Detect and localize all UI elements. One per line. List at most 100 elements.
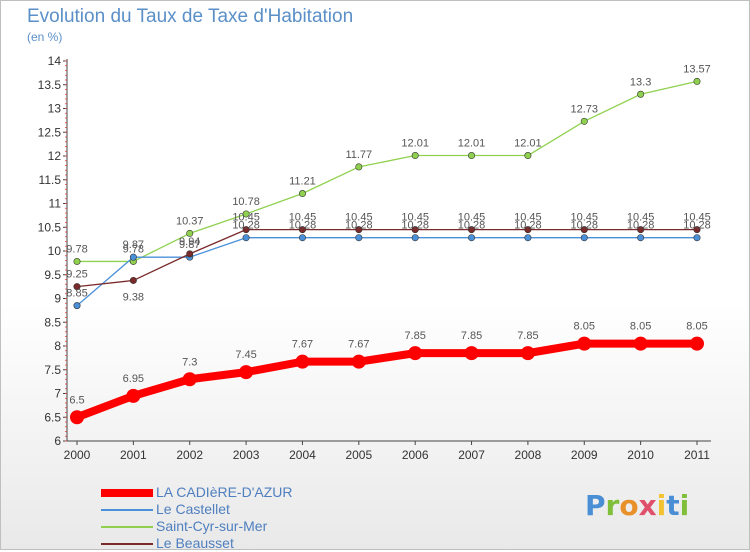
data-label: 10.78	[232, 196, 260, 208]
data-point	[355, 234, 363, 242]
data-label: 8.05	[686, 321, 707, 333]
data-point	[73, 257, 81, 265]
x-tick-label: 2003	[233, 448, 260, 462]
data-label: 12.01	[514, 138, 542, 150]
y-tick-label: 7.5	[44, 363, 61, 377]
data-label: 11.21	[289, 176, 316, 188]
data-point	[182, 372, 197, 387]
data-point	[408, 346, 423, 361]
chart-title: Evolution du Taux de Taxe d'Habitation	[27, 6, 354, 27]
data-label: 13.3	[630, 76, 651, 88]
data-point	[298, 190, 306, 198]
logo-letter: i	[679, 489, 690, 522]
logo-letter: o	[619, 489, 639, 522]
data-point	[295, 354, 310, 369]
x-tick-label: 2011	[684, 448, 710, 462]
data-point	[637, 234, 645, 242]
data-label: 10.28	[232, 220, 260, 232]
y-tick-label: 12	[48, 149, 62, 163]
logo-letter: x	[638, 489, 657, 522]
data-label: 10.28	[571, 220, 599, 232]
data-label: 10.45	[514, 212, 542, 224]
legend-label: LA CADIèRE-D'AZUR	[156, 484, 293, 500]
data-point	[411, 152, 419, 160]
y-tick-label: 11.5	[39, 173, 62, 187]
y-tick-label: 8	[54, 339, 61, 353]
data-point	[355, 226, 363, 234]
x-tick-label: 2002	[176, 448, 203, 462]
line-chart: 6 6.5 7 7.5 8 8.5 9 9.5 10 10.5 11 11.5 12 12.5 13 13.5…	[38, 54, 711, 462]
legend-swatch	[101, 489, 153, 497]
data-point	[693, 77, 701, 85]
data-label: 7.85	[461, 330, 482, 342]
data-label: 10.45	[401, 212, 429, 224]
data-point	[355, 163, 363, 171]
legend-swatch	[101, 526, 153, 528]
data-point	[637, 90, 645, 98]
data-label: 6.95	[123, 373, 144, 385]
data-label: 12.01	[458, 138, 486, 150]
y-tick-label: 12.5	[38, 125, 62, 139]
data-point	[73, 283, 81, 291]
data-point	[298, 226, 306, 234]
legend-label: Saint-Cyr-sur-Mer	[156, 518, 268, 534]
data-label: 10.45	[232, 212, 260, 224]
data-label: 10.28	[683, 220, 711, 232]
y-tick-label: 13.5	[38, 78, 62, 92]
data-label: 7.67	[348, 339, 369, 351]
data-label: 10.45	[571, 212, 599, 224]
data-label: 10.45	[289, 212, 317, 224]
data-label: 8.05	[630, 321, 651, 333]
data-point	[298, 234, 306, 242]
logo-letter: P	[585, 489, 606, 522]
data-label: 10.28	[401, 220, 429, 232]
y-tick-label: 6	[54, 434, 61, 448]
data-label: 11.77	[345, 149, 372, 161]
data-label: 9.78	[66, 243, 87, 255]
data-point	[524, 234, 532, 242]
data-point	[239, 365, 254, 380]
x-tick-label: 2000	[64, 448, 91, 462]
x-tick-label: 2001	[120, 448, 147, 462]
data-point	[580, 226, 588, 234]
data-label: 6.5	[69, 394, 84, 406]
data-label: 10.28	[627, 220, 655, 232]
data-label: 9.87	[123, 239, 144, 251]
series-line	[76, 80, 698, 263]
data-label: 12.01	[401, 138, 429, 150]
x-tick-label: 2005	[345, 448, 372, 462]
legend-label: Le Castellet	[156, 501, 230, 517]
x-tick-label: 2010	[627, 448, 654, 462]
y-tick-label: 13	[48, 102, 62, 116]
legend-swatch	[101, 509, 153, 511]
data-label: 10.28	[458, 220, 486, 232]
data-point	[70, 410, 84, 425]
data-label: 9.38	[123, 291, 144, 303]
data-point	[580, 117, 588, 125]
data-point	[524, 226, 532, 234]
data-point	[242, 210, 250, 218]
legend-swatch	[101, 543, 153, 545]
data-label: 10.45	[345, 212, 373, 224]
series-line	[76, 237, 698, 307]
proxiti-logo: Proxiti	[585, 489, 689, 522]
data-point	[129, 253, 137, 261]
data-point	[468, 152, 476, 160]
data-label: 7.85	[404, 330, 425, 342]
data-label: 7.45	[235, 349, 256, 361]
data-point	[524, 152, 532, 160]
y-tick-label: 11	[49, 197, 62, 211]
data-label: 10.28	[514, 220, 542, 232]
data-point	[186, 229, 194, 237]
data-point	[242, 234, 250, 242]
y-tick-label: 8.5	[44, 315, 61, 329]
y-tick-label: 9.5	[44, 268, 61, 282]
logo-letter: r	[605, 489, 620, 522]
x-tick-label: 2008	[515, 448, 542, 462]
data-point	[468, 226, 476, 234]
data-label: 9.78	[123, 243, 144, 255]
y-tick-label: 10.5	[38, 220, 62, 234]
data-label: 8.85	[66, 288, 87, 300]
data-label: 9.25	[66, 269, 87, 281]
